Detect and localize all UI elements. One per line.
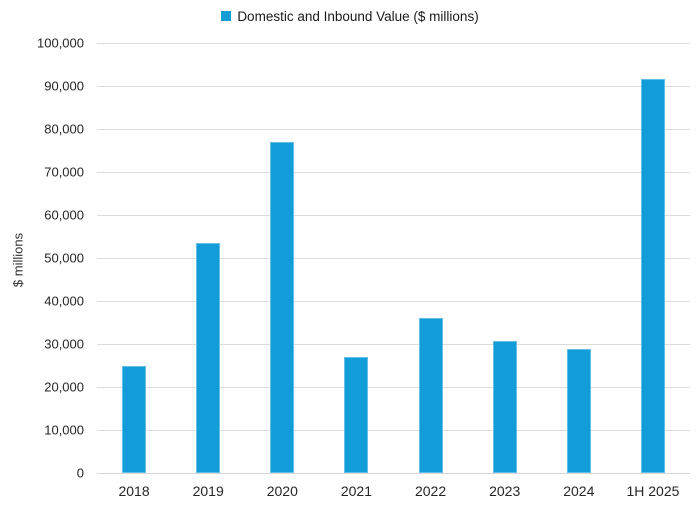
legend: Domestic and Inbound Value ($ millions) [0, 5, 700, 27]
gridline [97, 214, 690, 216]
x-tick-label: 2019 [192, 483, 224, 499]
y-tick-label: 10,000 [44, 422, 84, 438]
y-tick-label: 0 [76, 465, 84, 481]
legend-label: Domestic and Inbound Value ($ millions) [237, 8, 479, 24]
gridline [97, 42, 690, 44]
x-tick-label: 2023 [489, 483, 521, 499]
gridline [97, 85, 690, 87]
bar-2018 [122, 365, 147, 473]
x-tick-label: 2020 [266, 483, 298, 499]
gridline [97, 429, 690, 431]
x-tick-label: 2024 [563, 483, 595, 499]
bar-2021 [344, 356, 369, 473]
gridline [97, 300, 690, 302]
gridline [97, 343, 690, 345]
bar-2020 [270, 142, 295, 473]
bar-2023 [492, 341, 517, 473]
y-tick-label: 70,000 [44, 164, 84, 180]
y-tick-label: 100,000 [37, 35, 84, 51]
gridline [97, 257, 690, 259]
gridline [97, 386, 690, 388]
gridline [97, 128, 690, 130]
x-tick-label: 2022 [414, 483, 447, 499]
y-tick-label: 20,000 [44, 379, 84, 395]
y-axis-tick-labels: 0 10,000 20,000 30,000 40,000 50,000 60,000 70,… [0, 36, 84, 481]
bar-2019 [196, 242, 221, 473]
y-tick-label: 30,000 [44, 336, 84, 352]
bar-2024 [566, 349, 591, 473]
y-tick-label: 90,000 [44, 78, 84, 94]
legend-marker-icon [221, 11, 232, 21]
bar-2022 [418, 317, 443, 473]
y-tick-label: 60,000 [44, 207, 84, 223]
x-axis-tick-labels: 2018 2019 2020 2021 2022 2023 2024 1H 2025 [97, 481, 690, 503]
y-tick-label: 40,000 [44, 293, 84, 309]
y-tick-label: 50,000 [44, 250, 84, 266]
x-tick-label: 2018 [118, 483, 150, 499]
bar-1h-2025 [640, 79, 665, 473]
y-tick-label: 80,000 [44, 121, 84, 137]
x-tick-label: 2021 [340, 483, 373, 499]
gridline [97, 171, 690, 173]
plot-area [97, 42, 690, 474]
x-tick-label: 1H 2025 [626, 483, 680, 499]
